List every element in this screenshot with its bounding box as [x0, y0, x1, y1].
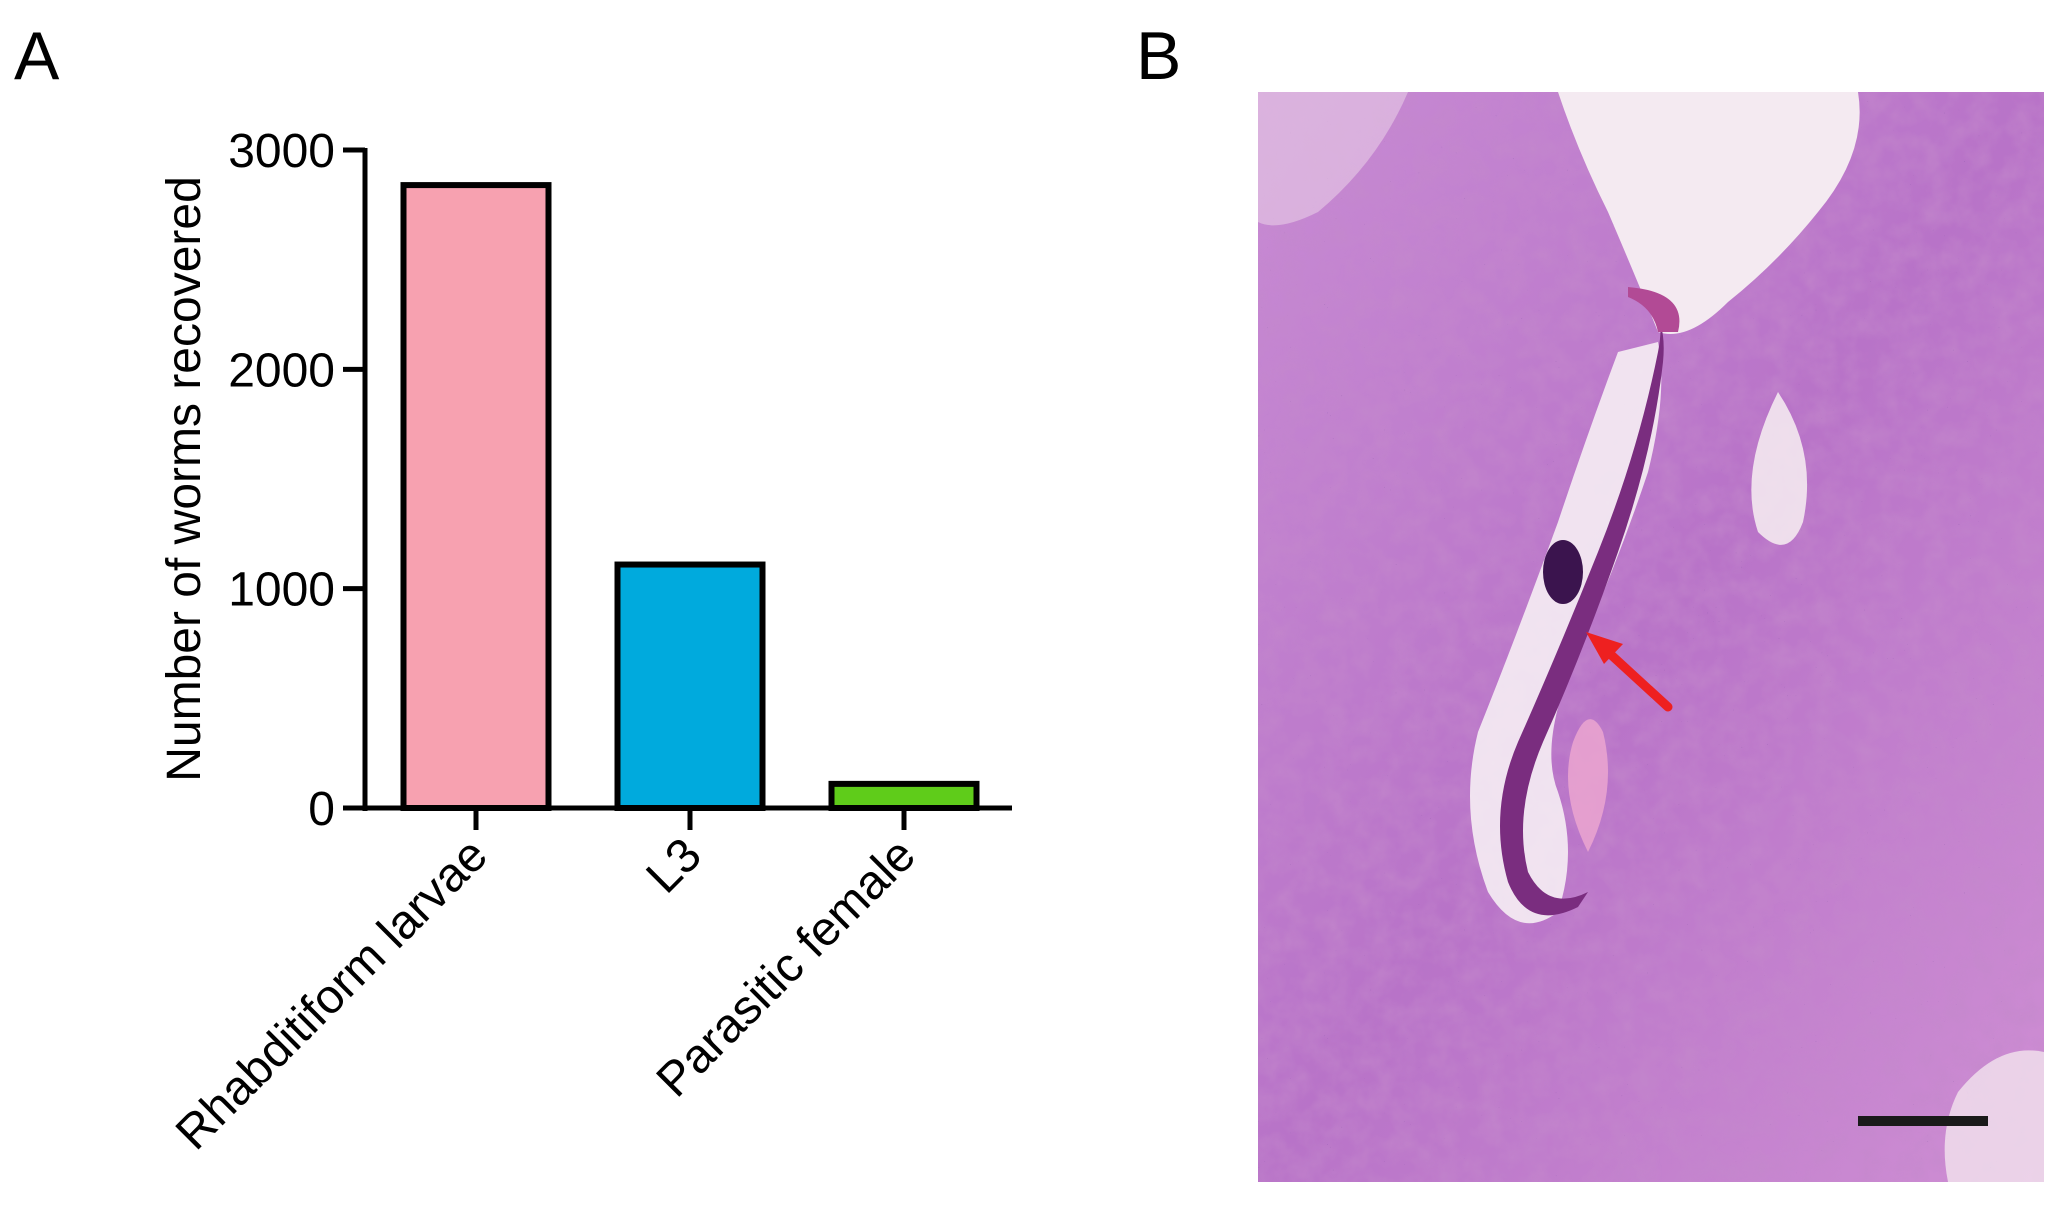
panel-label-b: B: [1136, 18, 1182, 94]
x-tick-label-1: L3: [637, 828, 712, 903]
micrograph-image: [1258, 92, 2044, 1182]
y-tick-label-2: 2000: [228, 344, 335, 397]
bar-1: [614, 561, 766, 811]
bar-0: [400, 182, 552, 812]
y-tick-label-1: 1000: [228, 564, 335, 617]
scale-bar: [1858, 1116, 1988, 1126]
y-axis-label: Number of worms recovered: [158, 176, 211, 782]
red-arrow-icon: [1586, 632, 1673, 712]
x-tick-label-0: Rhabditiform larvae: [166, 828, 498, 1160]
y-tick-label-0: 0: [308, 783, 335, 836]
histology-micrograph: [1258, 92, 2044, 1182]
panel-label-a: A: [14, 18, 60, 94]
bar-chart: 0 1000 2000 3000 Number of worms recovered Rh…: [158, 125, 1012, 1160]
y-tick-label-3: 3000: [228, 125, 335, 178]
bar-2: [828, 780, 980, 812]
